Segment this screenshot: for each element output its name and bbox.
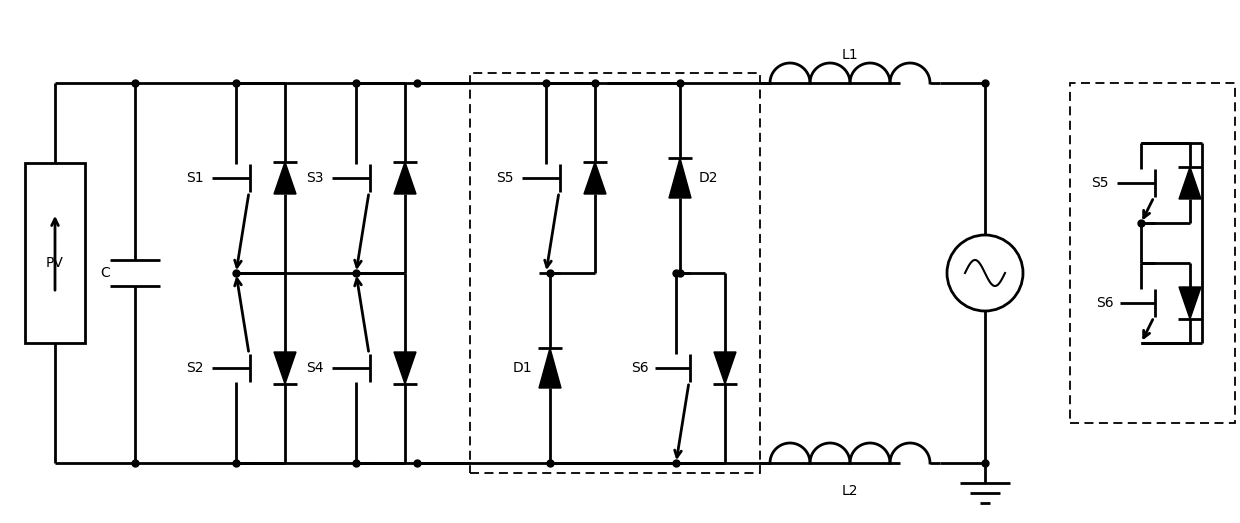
Polygon shape: [274, 162, 296, 194]
Polygon shape: [714, 352, 737, 384]
Text: S6: S6: [1096, 296, 1114, 310]
Text: S3: S3: [306, 171, 324, 185]
Polygon shape: [1179, 167, 1202, 199]
Polygon shape: [394, 162, 415, 194]
Polygon shape: [1179, 287, 1202, 319]
Text: L1: L1: [842, 48, 858, 62]
Text: S4: S4: [306, 361, 324, 375]
Polygon shape: [584, 162, 606, 194]
Text: C: C: [100, 266, 110, 280]
Text: PV: PV: [46, 256, 64, 270]
Polygon shape: [274, 352, 296, 384]
Polygon shape: [539, 348, 560, 388]
Text: S6: S6: [631, 361, 649, 375]
Text: D2: D2: [698, 171, 718, 185]
Bar: [1070, 83, 1235, 423]
Polygon shape: [394, 352, 415, 384]
Text: S1: S1: [186, 171, 203, 185]
Polygon shape: [670, 158, 691, 198]
Text: S5: S5: [1091, 176, 1109, 190]
Text: L2: L2: [842, 484, 858, 498]
Text: S5: S5: [496, 171, 513, 185]
Text: S2: S2: [186, 361, 203, 375]
Text: D1: D1: [512, 361, 532, 375]
Bar: [25, 163, 86, 343]
Bar: [470, 73, 760, 473]
